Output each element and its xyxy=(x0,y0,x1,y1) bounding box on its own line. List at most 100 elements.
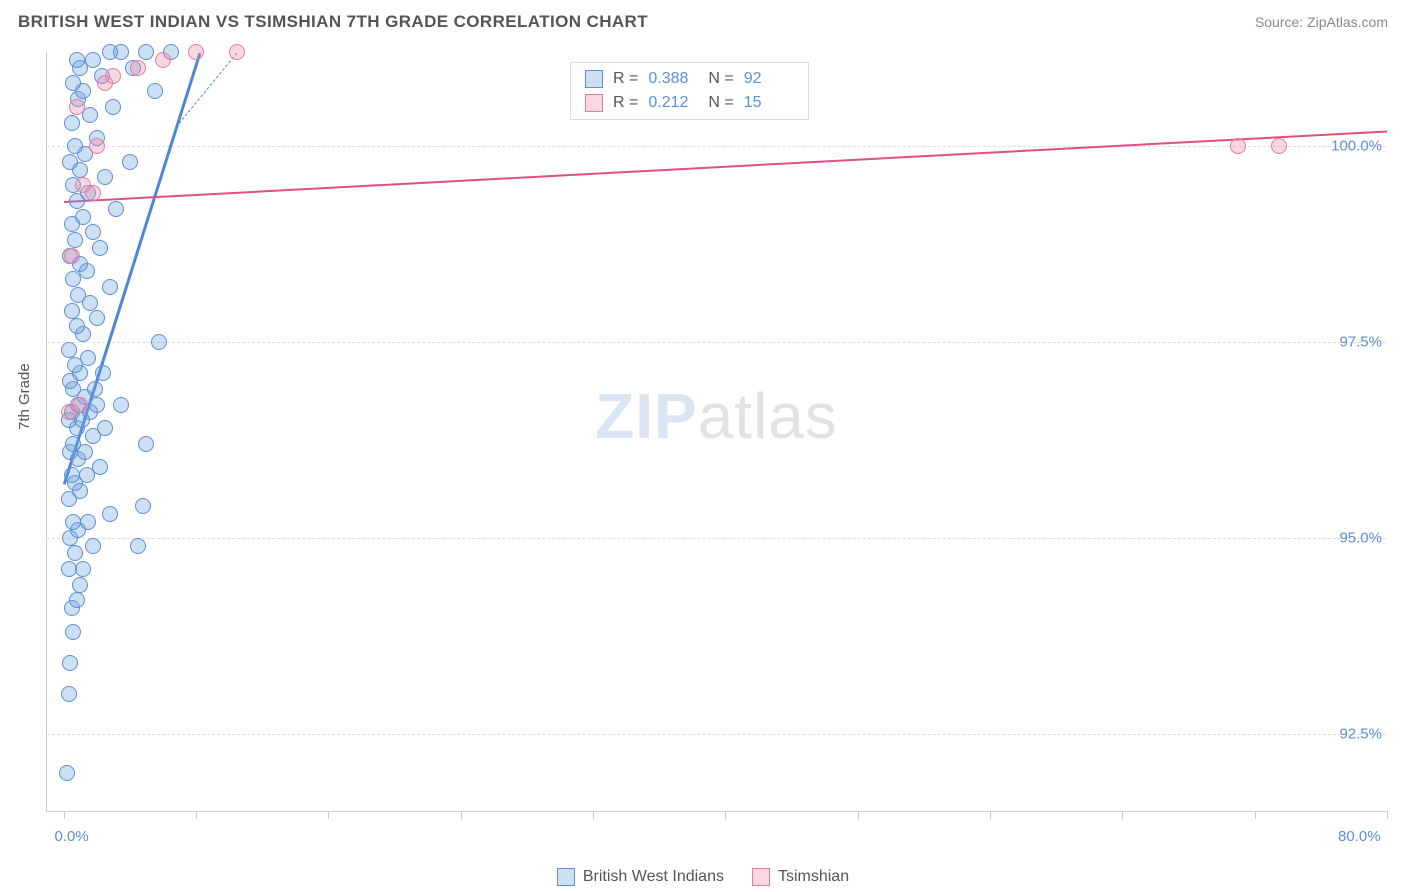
data-point xyxy=(64,248,80,264)
series-swatch xyxy=(585,94,603,112)
data-point xyxy=(65,436,81,452)
watermark: ZIPatlas xyxy=(595,379,838,453)
gridline xyxy=(47,342,1386,343)
data-point xyxy=(87,381,103,397)
x-tick xyxy=(1387,811,1388,819)
data-point xyxy=(80,514,96,530)
x-tick xyxy=(196,811,197,819)
correlation-stats-box: R = 0.388 N = 92 R = 0.212 N = 15 xyxy=(570,62,809,120)
data-point xyxy=(108,201,124,217)
data-point xyxy=(69,52,85,68)
stats-row: R = 0.212 N = 15 xyxy=(571,91,808,115)
data-point xyxy=(89,310,105,326)
gridline xyxy=(47,146,1386,147)
data-point xyxy=(64,467,80,483)
data-point xyxy=(85,538,101,554)
data-point xyxy=(95,365,111,381)
legend: British West Indians Tsimshian xyxy=(0,868,1406,886)
y-tick-label: 92.5% xyxy=(1339,725,1382,742)
r-value: 0.212 xyxy=(648,94,698,112)
data-point xyxy=(229,44,245,60)
data-point xyxy=(67,138,83,154)
data-point xyxy=(147,83,163,99)
y-axis-title: 7th Grade xyxy=(16,363,33,430)
legend-label: Tsimshian xyxy=(778,868,849,886)
data-point xyxy=(61,342,77,358)
x-axis-label: 0.0% xyxy=(55,828,89,845)
n-value: 92 xyxy=(744,70,794,88)
legend-swatch xyxy=(557,868,575,886)
x-tick xyxy=(990,811,991,819)
data-point xyxy=(102,279,118,295)
data-point xyxy=(69,318,85,334)
n-value: 15 xyxy=(744,94,794,112)
data-point xyxy=(130,538,146,554)
data-point xyxy=(70,287,86,303)
data-point xyxy=(65,514,81,530)
series-swatch xyxy=(585,70,603,88)
data-point xyxy=(65,75,81,91)
data-point xyxy=(188,44,204,60)
data-point xyxy=(138,44,154,60)
x-tick xyxy=(1255,811,1256,819)
data-point xyxy=(61,561,77,577)
data-point xyxy=(113,397,129,413)
data-point xyxy=(105,68,121,84)
data-point xyxy=(69,99,85,115)
data-point xyxy=(102,44,118,60)
data-point xyxy=(80,350,96,366)
data-point xyxy=(75,209,91,225)
legend-label: British West Indians xyxy=(583,868,724,886)
scatter-plot-area: ZIPatlas 92.5% 95.0% 97.5% 100.0% xyxy=(46,52,1386,812)
data-point xyxy=(62,655,78,671)
data-point xyxy=(102,506,118,522)
trend-line xyxy=(63,130,1387,203)
data-point xyxy=(151,334,167,350)
data-point xyxy=(59,765,75,781)
data-point xyxy=(105,99,121,115)
legend-item: British West Indians xyxy=(557,868,724,886)
data-point xyxy=(155,52,171,68)
n-label: N = xyxy=(708,70,733,88)
x-tick xyxy=(64,811,65,819)
chart-title: BRITISH WEST INDIAN VS TSIMSHIAN 7TH GRA… xyxy=(18,12,648,32)
data-point xyxy=(64,303,80,319)
data-point xyxy=(72,577,88,593)
chart-source: Source: ZipAtlas.com xyxy=(1255,14,1388,30)
data-point xyxy=(1271,138,1287,154)
watermark-atlas: atlas xyxy=(698,380,838,452)
data-point xyxy=(67,545,83,561)
x-tick xyxy=(1122,811,1123,819)
n-label: N = xyxy=(708,94,733,112)
y-tick-label: 100.0% xyxy=(1331,138,1382,155)
data-point xyxy=(62,154,78,170)
x-tick xyxy=(725,811,726,819)
data-point xyxy=(130,60,146,76)
r-value: 0.388 xyxy=(648,70,698,88)
gridline xyxy=(47,734,1386,735)
data-point xyxy=(85,224,101,240)
x-tick xyxy=(858,811,859,819)
x-tick xyxy=(328,811,329,819)
data-point xyxy=(75,177,91,193)
data-point xyxy=(72,397,88,413)
data-point xyxy=(69,592,85,608)
x-tick xyxy=(593,811,594,819)
data-point xyxy=(64,115,80,131)
data-point xyxy=(85,52,101,68)
data-point xyxy=(92,240,108,256)
watermark-zip: ZIP xyxy=(595,380,698,452)
chart-header: BRITISH WEST INDIAN VS TSIMSHIAN 7TH GRA… xyxy=(0,0,1406,40)
x-axis-label: 80.0% xyxy=(1338,828,1381,845)
gridline xyxy=(47,538,1386,539)
data-point xyxy=(97,420,113,436)
y-tick-label: 95.0% xyxy=(1339,529,1382,546)
data-point xyxy=(97,169,113,185)
y-tick-label: 97.5% xyxy=(1339,333,1382,350)
data-point xyxy=(122,154,138,170)
r-label: R = xyxy=(613,94,638,112)
data-point xyxy=(138,436,154,452)
r-label: R = xyxy=(613,70,638,88)
x-tick xyxy=(461,811,462,819)
data-point xyxy=(67,232,83,248)
